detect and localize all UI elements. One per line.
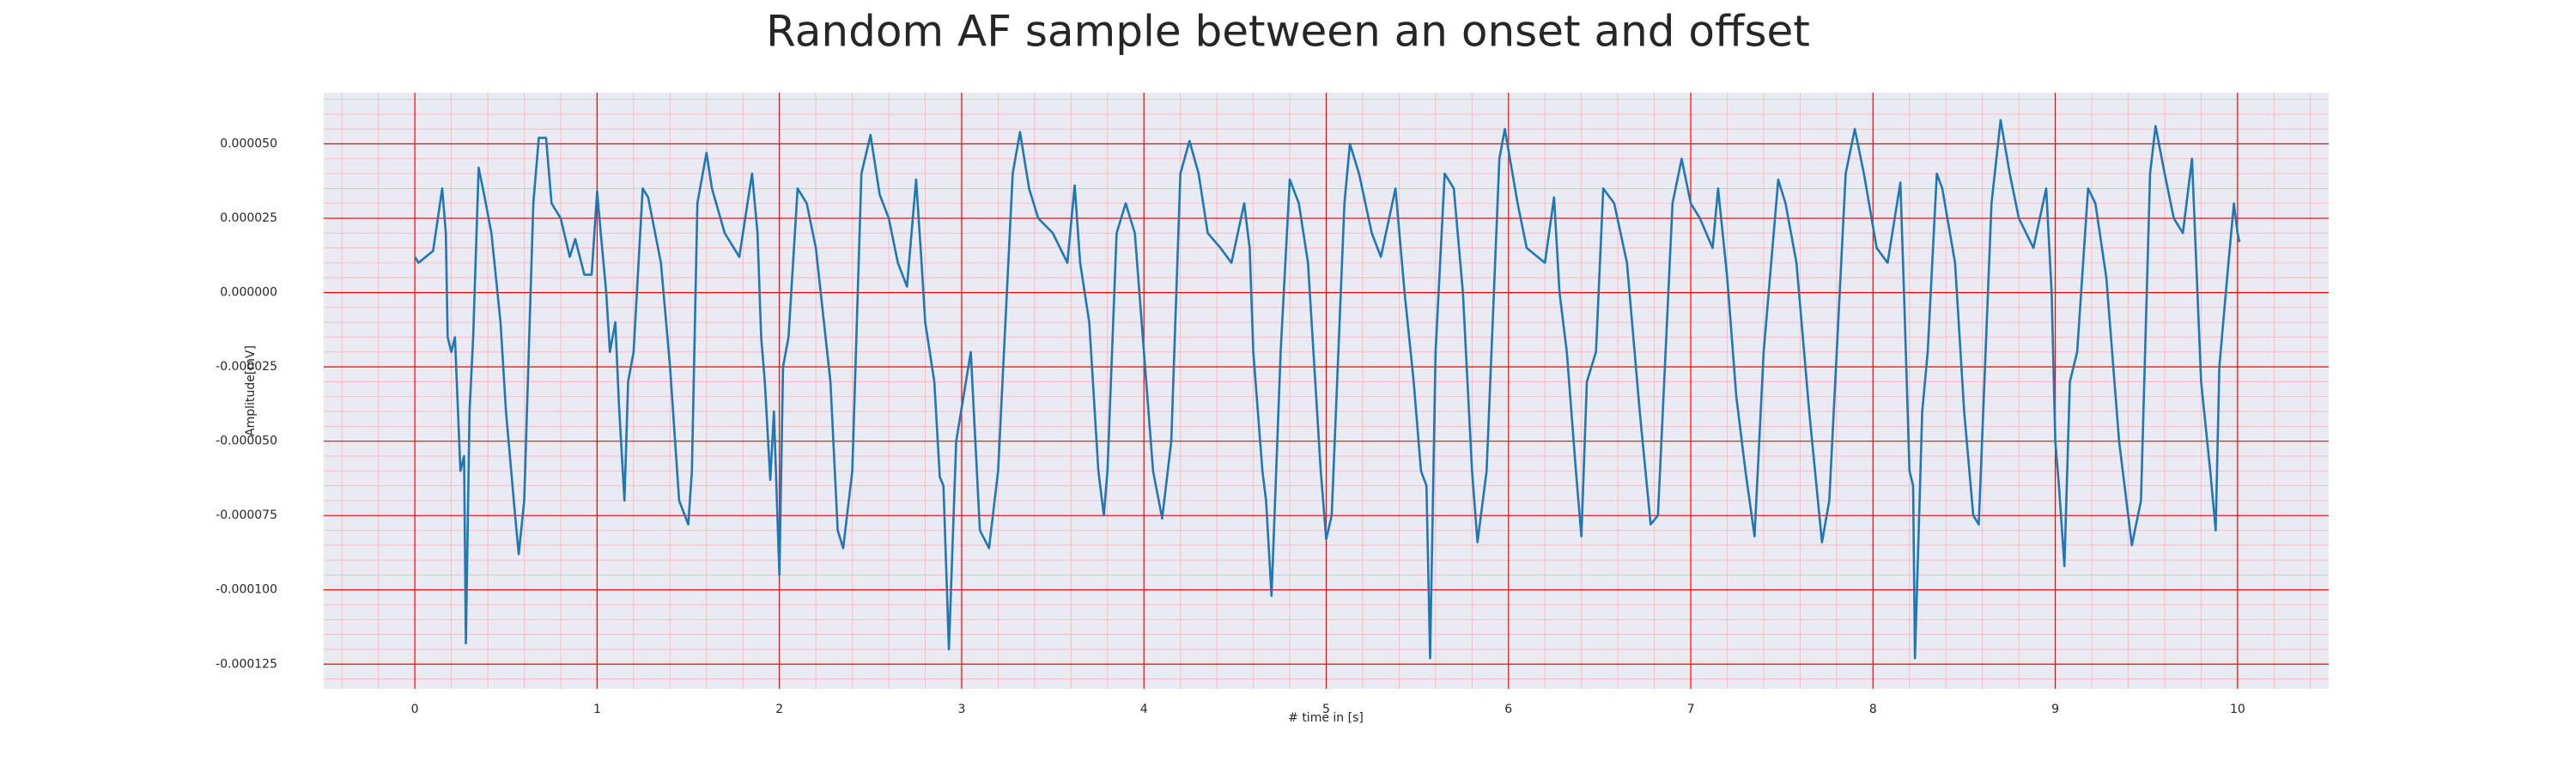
labels: 0 1 2 3 4 5 6 7 8 9 10 0.000050 0.000025 0.000000 -0.0… xyxy=(216,137,2245,716)
x-tick-label: 6 xyxy=(1504,703,1512,716)
x-tick-label: 7 xyxy=(1687,703,1695,716)
y-tick-label: -0.000050 xyxy=(216,435,277,448)
y-tick-label: -0.000100 xyxy=(216,583,277,597)
y-tick-label: 0.000050 xyxy=(220,137,277,151)
x-tick-label: 8 xyxy=(1869,703,1877,716)
x-tick-label: 1 xyxy=(593,703,601,716)
y-tick-label: 0.000000 xyxy=(220,286,277,300)
x-tick-label: 4 xyxy=(1140,703,1148,716)
x-tick-label: 9 xyxy=(2051,703,2059,716)
y-axis-label: Amplitude[mV] xyxy=(244,345,258,436)
x-tick-label: 10 xyxy=(2230,703,2245,716)
chart-title: Random AF sample between an onset and of… xyxy=(766,7,1810,57)
y-tick-label: 0.000025 xyxy=(220,211,277,225)
data-line xyxy=(414,119,2241,660)
y-tick-label: -0.000075 xyxy=(216,508,277,522)
x-tick-label: 5 xyxy=(1322,703,1330,716)
y-tick-label: -0.000025 xyxy=(216,360,277,374)
y-tick-label: -0.000125 xyxy=(216,657,277,671)
x-tick-label: 0 xyxy=(411,703,419,716)
x-tick-label: 2 xyxy=(775,703,783,716)
x-axis-label: # time in [s] xyxy=(1288,711,1364,725)
x-tick-label: 3 xyxy=(957,703,965,716)
marks xyxy=(414,119,2241,660)
